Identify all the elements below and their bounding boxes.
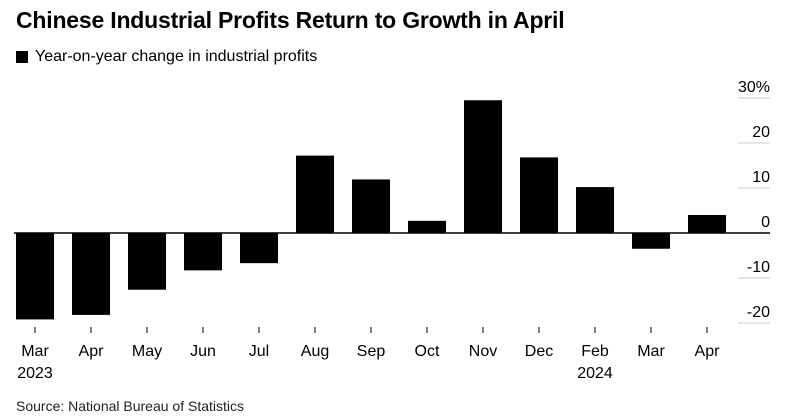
- bar: [16, 233, 54, 320]
- bar: [128, 233, 166, 290]
- bar: [296, 155, 334, 233]
- bar: [688, 215, 726, 233]
- x-tick-label: Dec: [525, 343, 553, 360]
- x-year-label: 2024: [577, 365, 613, 382]
- x-tick-label: Sep: [357, 343, 386, 360]
- bar: [632, 233, 670, 249]
- chart-title: Chinese Industrial Profits Return to Gro…: [16, 7, 565, 33]
- bar: [352, 179, 390, 233]
- x-tick-label: Oct: [415, 343, 440, 360]
- y-tick-label: -20: [747, 304, 770, 321]
- legend-swatch: [16, 51, 28, 63]
- bar: [464, 100, 502, 233]
- legend-label: Year-on-year change in industrial profit…: [35, 48, 318, 65]
- y-tick-label: -10: [747, 259, 770, 276]
- bar: [72, 233, 110, 315]
- x-tick-label: Jun: [190, 343, 216, 360]
- legend: Year-on-year change in industrial profit…: [16, 48, 317, 66]
- bar: [520, 157, 558, 233]
- bar: [240, 233, 278, 264]
- bar: [576, 187, 614, 233]
- x-tick-label: Jul: [249, 343, 269, 360]
- bar: [184, 233, 222, 271]
- x-tick-label: Mar: [21, 343, 49, 360]
- source-note: Source: National Bureau of Statistics: [16, 398, 245, 414]
- y-tick-label: 20: [752, 124, 770, 141]
- x-tick-label: Apr: [695, 343, 721, 360]
- x-tick-label: Mar: [637, 343, 665, 360]
- x-tick-label: Aug: [301, 343, 329, 360]
- y-tick-label: 0: [761, 214, 770, 231]
- x-tick-label: May: [132, 343, 162, 360]
- x-tick-label: Apr: [79, 343, 105, 360]
- x-tick-label: Feb: [581, 343, 609, 360]
- x-year-label: 2023: [17, 365, 53, 382]
- y-tick-label: 30%: [738, 79, 770, 96]
- bar: [408, 220, 446, 233]
- y-tick-label: 10: [752, 169, 770, 186]
- x-tick-label: Nov: [469, 343, 497, 360]
